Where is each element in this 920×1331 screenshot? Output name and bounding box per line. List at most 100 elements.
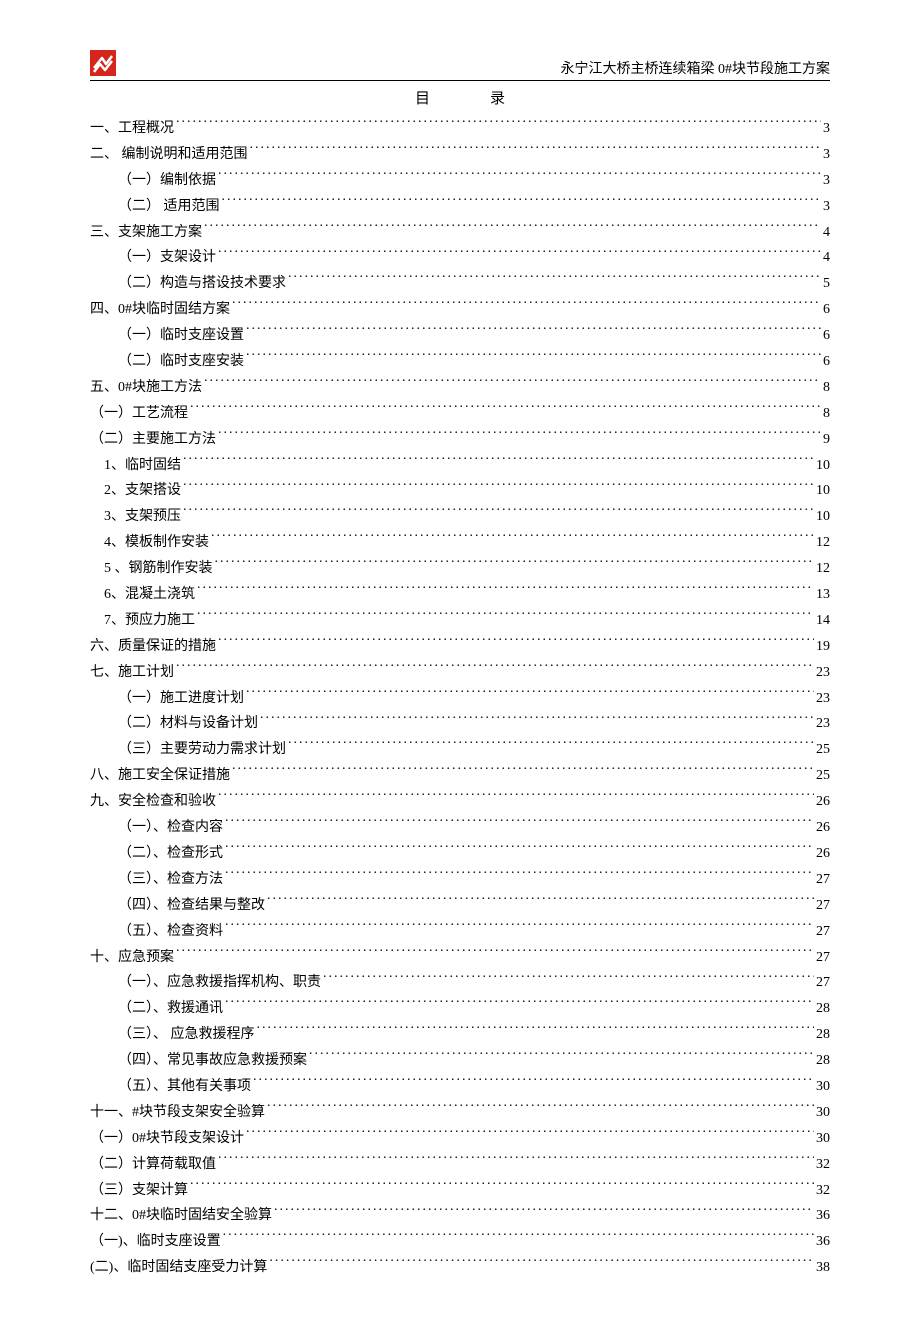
toc-entry[interactable]: （三）主要劳动力需求计划25 <box>90 737 830 763</box>
toc-entry-page: 26 <box>816 789 830 815</box>
toc-entry[interactable]: （二）临时支座安装6 <box>90 349 830 375</box>
toc-entry[interactable]: 六、质量保证的措施19 <box>90 634 830 660</box>
toc-entry-page: 27 <box>816 919 830 945</box>
toc-entry[interactable]: 3、支架预压 10 <box>90 504 830 530</box>
toc-entry[interactable]: （二）、救援通讯 28 <box>90 996 830 1022</box>
toc-entry[interactable]: （一)、临时支座设置36 <box>90 1229 830 1255</box>
toc-entry[interactable]: （三）、 应急救援程序28 <box>90 1022 830 1048</box>
toc-entry-page: 3 <box>823 168 830 194</box>
toc-entry-page: 8 <box>823 401 830 427</box>
toc-entry-label: （二）、救援通讯 <box>118 996 223 1022</box>
toc-entry[interactable]: （二）构造与搭设技术要求 5 <box>90 271 830 297</box>
toc-entry[interactable]: 1、临时固结10 <box>90 453 830 479</box>
toc-entry[interactable]: （二）、检查形式26 <box>90 841 830 867</box>
toc-entry-page: 3 <box>823 142 830 168</box>
toc-entry[interactable]: （二）主要施工方法9 <box>90 427 830 453</box>
toc-entry[interactable]: （一）施工进度计划23 <box>90 686 830 712</box>
toc-entry-label: 2、支架搭设 <box>104 478 181 504</box>
toc-entry-label: 六、质量保证的措施 <box>90 634 216 660</box>
toc-entry[interactable]: （三）、检查方法27 <box>90 867 830 893</box>
toc-entry-page: 30 <box>816 1074 830 1100</box>
toc-entry[interactable]: （一）0#块节段支架设计30 <box>90 1126 830 1152</box>
toc-entry-page: 36 <box>816 1229 830 1255</box>
toc-entry-label: （二）构造与搭设技术要求 <box>118 271 286 297</box>
toc-entry[interactable]: 二、 编制说明和适用范围 3 <box>90 142 830 168</box>
toc-entry-label: （五）、检查资料 <box>118 919 223 945</box>
toc-entry[interactable]: 八、施工安全保证措施25 <box>90 763 830 789</box>
company-logo-icon <box>90 50 116 76</box>
toc-entry-label: 二、 编制说明和适用范围 <box>90 142 248 168</box>
toc-entry-label: 十、应急预案 <box>90 945 174 971</box>
toc-leader-dots <box>246 325 821 339</box>
toc-entry-page: 6 <box>823 323 830 349</box>
toc-entry-label: 3、支架预压 <box>104 504 181 530</box>
toc-entry[interactable]: （一）、检查内容26 <box>90 815 830 841</box>
toc-leader-dots <box>225 843 814 857</box>
toc-entry[interactable]: 十一、#块节段支架安全验算30 <box>90 1100 830 1126</box>
toc-entry[interactable]: 一、工程概况3 <box>90 116 830 142</box>
toc-entry-page: 10 <box>816 504 830 530</box>
toc-entry-label: （一）、应急救援指挥机构、职责 <box>118 970 321 996</box>
toc-leader-dots <box>204 377 821 391</box>
toc-entry-label: 一、工程概况 <box>90 116 174 142</box>
toc-entry[interactable]: 2、支架搭设10 <box>90 478 830 504</box>
toc-entry-label: (二)、临时固结支座受力计算 <box>90 1255 267 1281</box>
toc-entry-page: 28 <box>816 996 830 1022</box>
toc-leader-dots <box>222 196 822 210</box>
toc-entry[interactable]: 5 、钢筋制作安装12 <box>90 556 830 582</box>
toc-entry[interactable]: （一）支架设计4 <box>90 245 830 271</box>
toc-entry[interactable]: （一）、应急救援指挥机构、职责27 <box>90 970 830 996</box>
toc-leader-dots <box>197 610 814 624</box>
toc-entry[interactable]: 三、支架施工方案4 <box>90 220 830 246</box>
toc-leader-dots <box>246 351 821 365</box>
toc-entry-page: 5 <box>823 271 830 297</box>
toc-entry[interactable]: （四）、检查结果与整改27 <box>90 893 830 919</box>
toc-entry[interactable]: （五）、其他有关事项30 <box>90 1074 830 1100</box>
toc-entry[interactable]: （一）编制依据3 <box>90 168 830 194</box>
toc-entry-page: 32 <box>816 1178 830 1204</box>
toc-entry[interactable]: （三）支架计算32 <box>90 1178 830 1204</box>
toc-leader-dots <box>190 403 821 417</box>
toc-leader-dots <box>232 299 821 313</box>
toc-leader-dots <box>218 1154 814 1168</box>
toc-entry[interactable]: 五、0#块施工方法8 <box>90 375 830 401</box>
toc-entry-label: 七、施工计划 <box>90 660 174 686</box>
toc-entry[interactable]: 十、应急预案 27 <box>90 945 830 971</box>
toc-entry[interactable]: 6、混凝土浇筑 13 <box>90 582 830 608</box>
toc-entry-label: 4、模板制作安装 <box>104 530 209 556</box>
toc-entry[interactable]: 七、施工计划 23 <box>90 660 830 686</box>
toc-entry[interactable]: （二）材料与设备计划23 <box>90 711 830 737</box>
toc-entry-page: 4 <box>823 245 830 271</box>
toc-entry[interactable]: 4、模板制作安装12 <box>90 530 830 556</box>
toc-entry-page: 23 <box>816 660 830 686</box>
toc-entry-page: 4 <box>823 220 830 246</box>
toc-leader-dots <box>250 144 822 158</box>
toc-leader-dots <box>267 895 814 909</box>
toc-entry[interactable]: （一）临时支座设置 6 <box>90 323 830 349</box>
toc-entry[interactable]: 四、0#块临时固结方案6 <box>90 297 830 323</box>
toc-entry[interactable]: (二)、临时固结支座受力计算 38 <box>90 1255 830 1281</box>
toc-entry-page: 13 <box>816 582 830 608</box>
toc-entry[interactable]: （五）、检查资料 27 <box>90 919 830 945</box>
toc-entry-label: （二）临时支座安装 <box>118 349 244 375</box>
toc-entry[interactable]: （一）工艺流程 8 <box>90 401 830 427</box>
toc-entry-page: 28 <box>816 1022 830 1048</box>
toc-entry[interactable]: 九、安全检查和验收26 <box>90 789 830 815</box>
toc-leader-dots <box>246 688 814 702</box>
toc-entry[interactable]: （二）计算荷载取值32 <box>90 1152 830 1178</box>
toc-leader-dots <box>274 1205 814 1219</box>
toc-entry[interactable]: 十二、0#块临时固结安全验算36 <box>90 1203 830 1229</box>
toc-entry-page: 25 <box>816 737 830 763</box>
toc-leader-dots <box>323 972 814 986</box>
toc-entry-label: （一）临时支座设置 <box>118 323 244 349</box>
toc-entry[interactable]: （二） 适用范围3 <box>90 194 830 220</box>
toc-leader-dots <box>246 1128 814 1142</box>
toc-entry[interactable]: （四）、常见事故应急救援预案28 <box>90 1048 830 1074</box>
toc-entry-page: 27 <box>816 893 830 919</box>
toc-entry-label: （一）工艺流程 <box>90 401 188 427</box>
toc-entry-page: 38 <box>816 1255 830 1281</box>
toc-entry[interactable]: 7、预应力施工14 <box>90 608 830 634</box>
toc-entry-page: 27 <box>816 945 830 971</box>
toc-leader-dots <box>260 713 814 727</box>
toc-entry-label: 6、混凝土浇筑 <box>104 582 195 608</box>
